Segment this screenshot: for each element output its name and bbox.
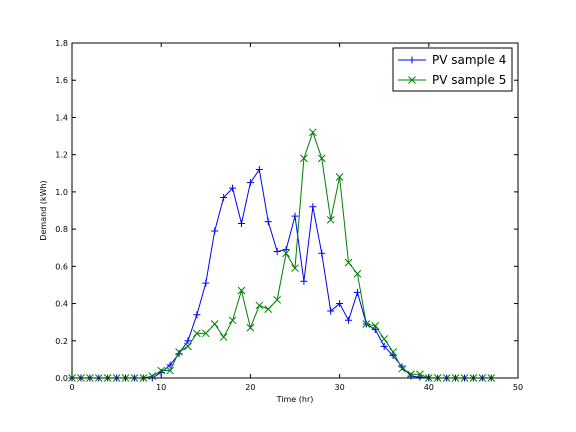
y-axis-label: Demand (kWh) xyxy=(39,180,48,240)
data-point-pv-sample-5 xyxy=(166,366,174,375)
data-point-pv-sample-5 xyxy=(326,215,335,224)
data-point-pv-sample-5 xyxy=(237,286,246,295)
data-point-pv-sample-5 xyxy=(380,335,389,343)
y-tick-label: 1.8 xyxy=(55,39,68,48)
data-point-pv-sample-5 xyxy=(300,154,308,163)
data-point-pv-sample-4 xyxy=(202,279,210,287)
data-point-pv-sample-4 xyxy=(336,300,344,308)
data-point-pv-sample-5 xyxy=(193,329,201,338)
data-point-pv-sample-4 xyxy=(184,337,192,345)
x-tick-label: 40 xyxy=(424,383,434,392)
data-point-pv-sample-5 xyxy=(371,322,380,330)
y-tick-label: 1.2 xyxy=(55,151,68,160)
data-point-pv-sample-5 xyxy=(398,364,406,373)
data-point-pv-sample-5 xyxy=(291,264,299,273)
data-point-pv-sample-5 xyxy=(228,316,237,325)
x-tick-label: 30 xyxy=(335,383,345,392)
data-point-pv-sample-4 xyxy=(380,342,388,350)
data-point-pv-sample-5 xyxy=(362,320,371,328)
y-tick-label: 0.4 xyxy=(55,300,68,309)
legend-marker-pv-sample-5 xyxy=(408,76,416,84)
data-point-pv-sample-5 xyxy=(273,295,282,304)
series-pv-sample-5 xyxy=(68,128,496,382)
data-point-pv-sample-5 xyxy=(201,329,210,338)
data-point-pv-sample-5 xyxy=(157,366,166,375)
x-axis-label: Time (hr) xyxy=(276,395,314,404)
data-point-pv-sample-4 xyxy=(309,203,317,211)
data-point-pv-sample-4 xyxy=(327,307,335,315)
data-point-pv-sample-5 xyxy=(219,333,228,341)
data-point-pv-sample-5 xyxy=(210,320,219,328)
legend-marker-pv-sample-4 xyxy=(408,56,416,64)
data-point-pv-sample-5 xyxy=(407,370,415,379)
data-point-pv-sample-5 xyxy=(282,249,290,258)
legend-box xyxy=(392,47,513,92)
plot-area xyxy=(72,43,518,378)
data-point-pv-sample-5 xyxy=(416,370,424,379)
x-tick-label: 0 xyxy=(69,383,74,392)
data-point-pv-sample-5 xyxy=(335,173,344,181)
data-point-pv-sample-4 xyxy=(211,227,219,235)
data-point-pv-sample-5 xyxy=(175,348,183,356)
legend-label-pv-sample-5: PV sample 5 xyxy=(432,73,506,87)
legend-entry-pv-sample-4: PV sample 4 xyxy=(398,53,506,67)
data-point-pv-sample-4 xyxy=(273,247,281,255)
y-tick-label: 0.2 xyxy=(55,337,68,346)
legend-entry-pv-sample-5: PV sample 5 xyxy=(398,73,506,87)
data-point-pv-sample-4 xyxy=(291,212,299,220)
data-point-pv-sample-4 xyxy=(282,246,290,254)
tick-layer: 0 10 20 30 40 50 0.0 0.2 0.4 0.6 0.8 1.0 1.2 1.4 1.6 1.… xyxy=(55,39,523,392)
data-point-pv-sample-5 xyxy=(264,305,273,313)
data-point-pv-sample-4 xyxy=(193,311,201,319)
data-point-pv-sample-4 xyxy=(237,220,245,228)
legend: PV sample 4 PV sample 5 xyxy=(392,47,513,92)
data-point-pv-sample-4 xyxy=(220,193,228,201)
legend-label-pv-sample-4: PV sample 4 xyxy=(432,53,506,67)
y-tick-label: 1.0 xyxy=(55,188,68,197)
x-tick-label: 50 xyxy=(513,383,523,392)
data-point-pv-sample-4 xyxy=(255,166,263,174)
y-tick-label: 1.4 xyxy=(55,113,68,122)
plot-frame xyxy=(71,42,519,379)
data-point-pv-sample-4 xyxy=(229,184,237,192)
data-point-pv-sample-5 xyxy=(353,269,362,278)
data-point-pv-sample-4 xyxy=(345,316,353,324)
data-point-pv-sample-4 xyxy=(246,179,254,187)
data-point-pv-sample-5 xyxy=(308,128,317,137)
data-point-pv-sample-5 xyxy=(344,258,353,267)
y-tick-label: 0.8 xyxy=(55,225,68,234)
x-tick-label: 20 xyxy=(245,383,255,392)
data-point-pv-sample-4 xyxy=(264,218,272,226)
data-point-pv-sample-5 xyxy=(255,301,264,310)
data-point-pv-sample-4 xyxy=(318,249,326,257)
y-tick-label: 0.0 xyxy=(55,374,68,383)
x-tick-label: 10 xyxy=(156,383,166,392)
data-point-pv-sample-4 xyxy=(300,277,308,285)
data-point-pv-sample-5 xyxy=(246,323,255,332)
y-tick-label: 1.6 xyxy=(55,76,68,85)
y-tick-label: 0.6 xyxy=(55,262,68,271)
data-point-pv-sample-4 xyxy=(353,288,361,296)
data-point-pv-sample-5 xyxy=(389,348,397,356)
data-point-pv-sample-5 xyxy=(184,342,192,351)
data-point-pv-sample-5 xyxy=(317,154,326,163)
